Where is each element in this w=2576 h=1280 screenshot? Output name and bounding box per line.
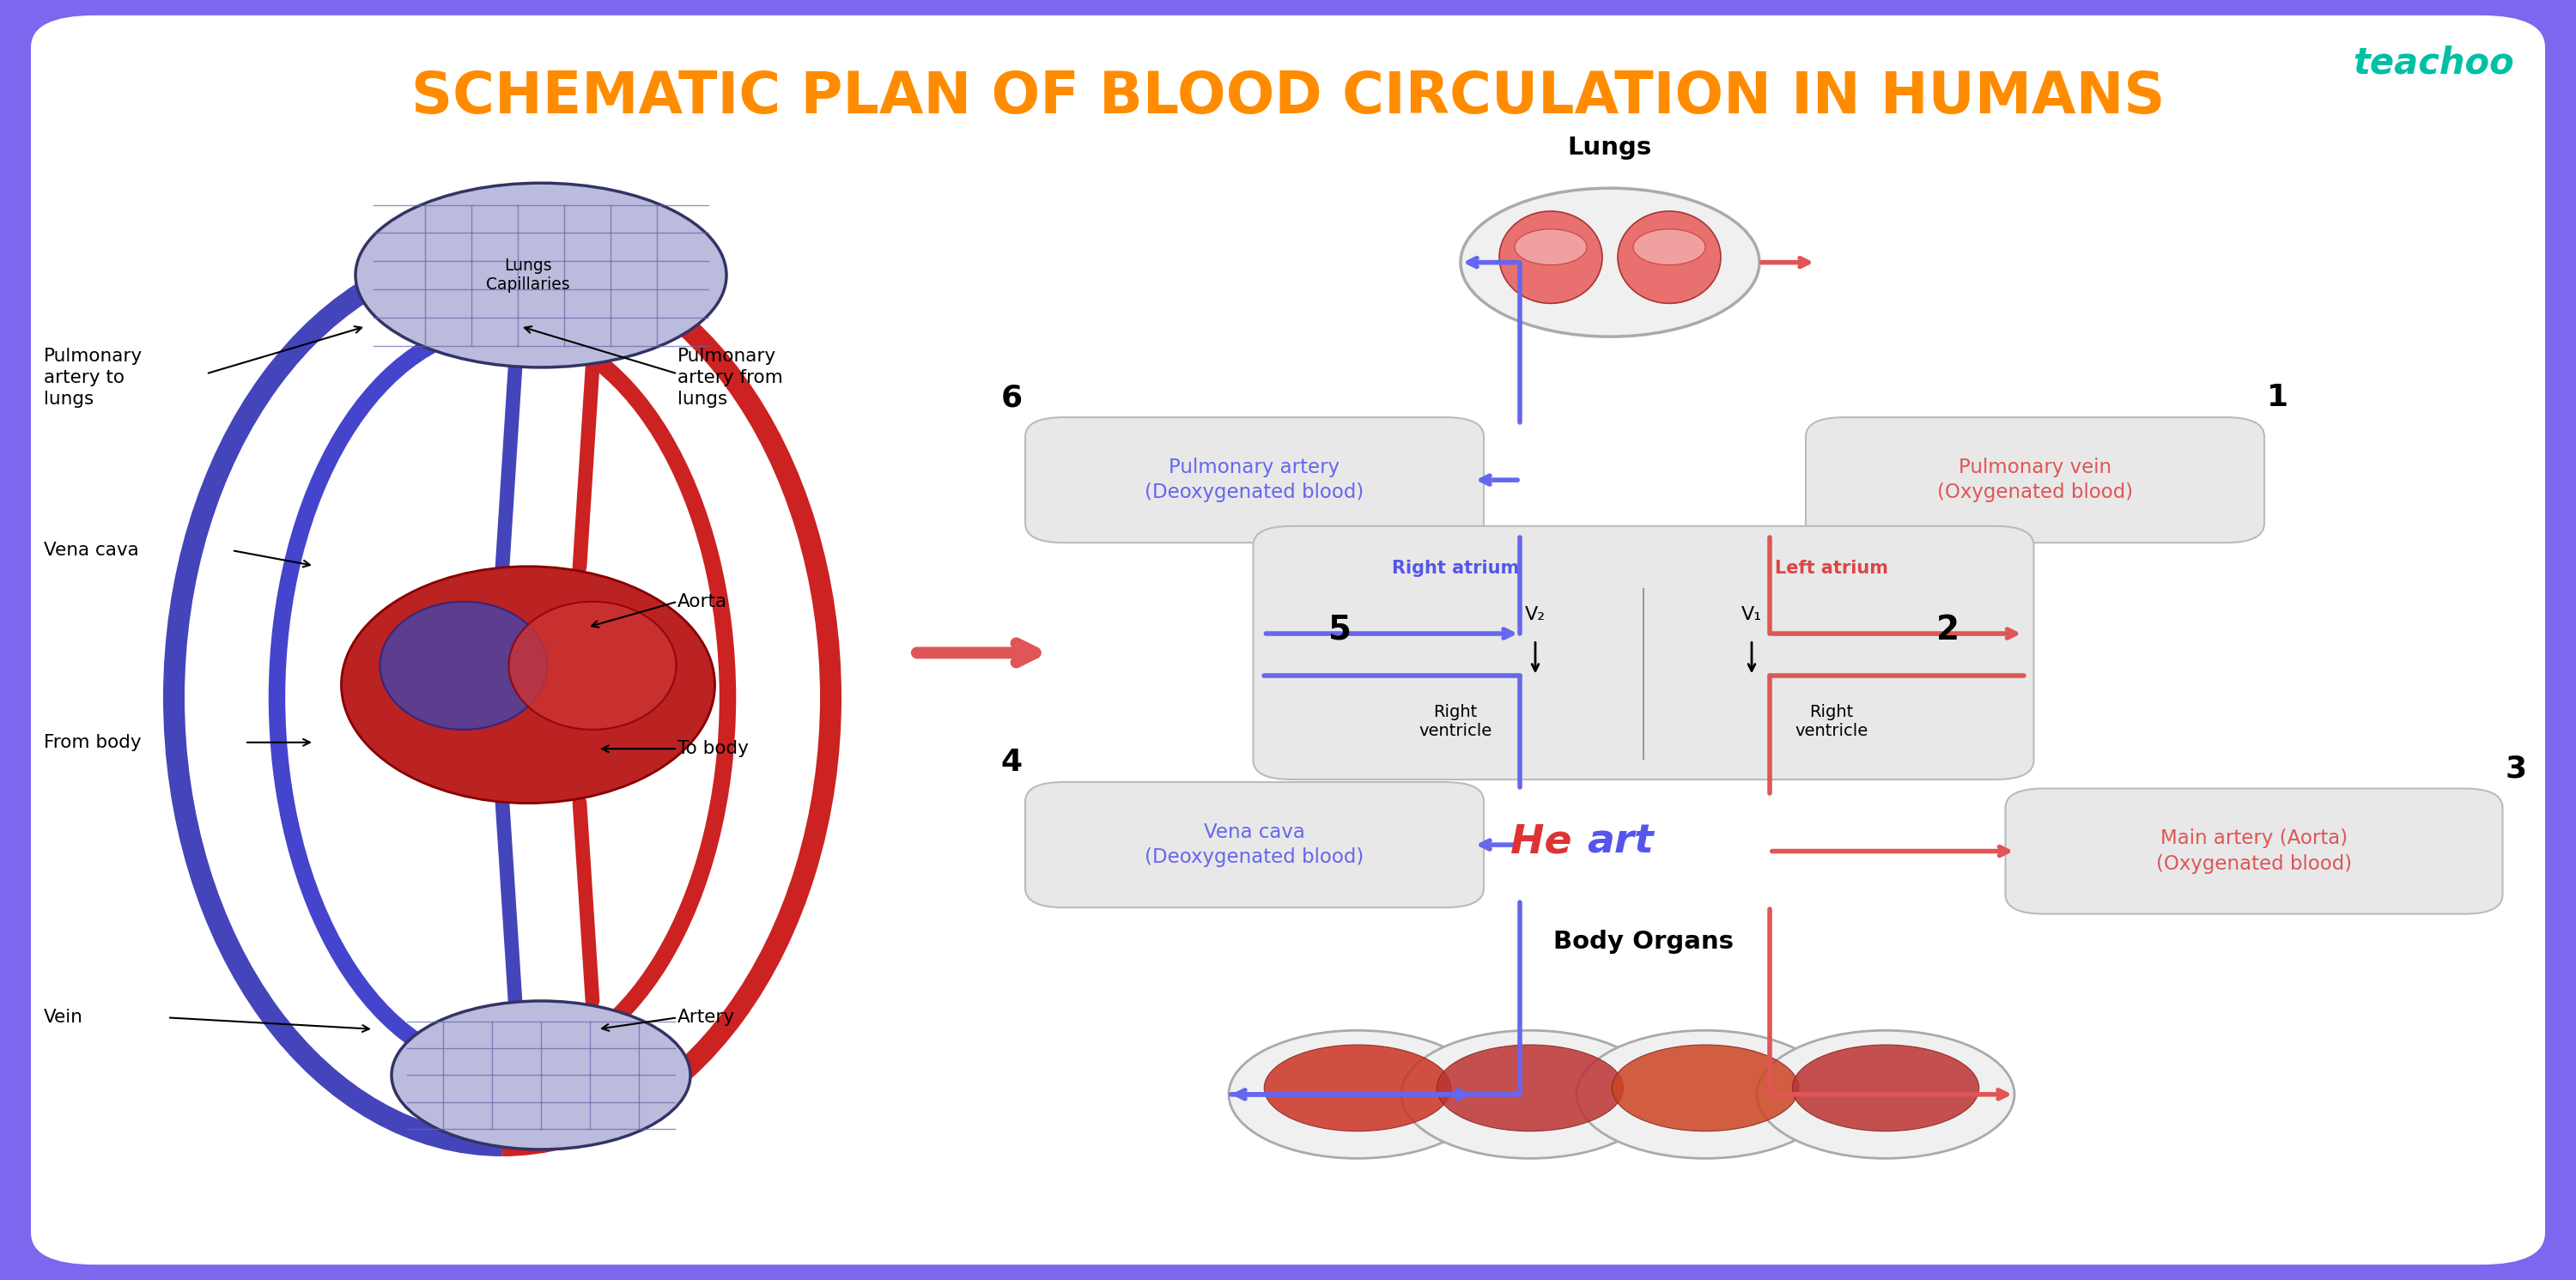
Text: To body: To body bbox=[677, 740, 750, 758]
Text: Aorta: Aorta bbox=[677, 593, 726, 611]
Text: Vein: Vein bbox=[44, 1009, 82, 1027]
Ellipse shape bbox=[340, 566, 714, 804]
Text: Pulmonary
artery from
lungs: Pulmonary artery from lungs bbox=[677, 348, 783, 407]
FancyBboxPatch shape bbox=[1806, 417, 2264, 543]
Circle shape bbox=[1515, 229, 1587, 265]
Text: Main artery (Aorta)
(Oxygenated blood): Main artery (Aorta) (Oxygenated blood) bbox=[2156, 828, 2352, 874]
Text: 6: 6 bbox=[1002, 383, 1023, 412]
Text: 4: 4 bbox=[1002, 748, 1023, 777]
Circle shape bbox=[392, 1001, 690, 1149]
Text: Right atrium: Right atrium bbox=[1391, 559, 1520, 576]
Text: Right
ventricle: Right ventricle bbox=[1419, 704, 1492, 739]
Text: Vena cava
(Deoxygenated blood): Vena cava (Deoxygenated blood) bbox=[1144, 822, 1365, 868]
Text: Right
ventricle: Right ventricle bbox=[1795, 704, 1868, 739]
Ellipse shape bbox=[1613, 1044, 1798, 1132]
Text: 5: 5 bbox=[1329, 613, 1350, 646]
Text: Artery: Artery bbox=[677, 1009, 734, 1027]
Text: V₁: V₁ bbox=[1741, 605, 1762, 623]
FancyBboxPatch shape bbox=[1255, 526, 2035, 780]
Ellipse shape bbox=[1793, 1044, 1978, 1132]
Text: From body: From body bbox=[44, 733, 142, 751]
Text: Pulmonary artery
(Deoxygenated blood): Pulmonary artery (Deoxygenated blood) bbox=[1144, 457, 1365, 503]
Text: 1: 1 bbox=[2267, 383, 2287, 412]
Ellipse shape bbox=[1265, 1044, 1450, 1132]
Text: teachoo: teachoo bbox=[2352, 45, 2514, 81]
Circle shape bbox=[1229, 1030, 1486, 1158]
FancyBboxPatch shape bbox=[1025, 417, 1484, 543]
Text: 3: 3 bbox=[2504, 754, 2527, 783]
Circle shape bbox=[1757, 1030, 2014, 1158]
Text: Body Organs: Body Organs bbox=[1553, 929, 1734, 954]
Text: V₂: V₂ bbox=[1525, 605, 1546, 623]
Ellipse shape bbox=[1618, 211, 1721, 303]
Circle shape bbox=[1577, 1030, 1834, 1158]
FancyBboxPatch shape bbox=[2004, 788, 2501, 914]
Circle shape bbox=[1401, 1030, 1659, 1158]
Text: Lungs: Lungs bbox=[1569, 136, 1651, 160]
Text: Left atrium: Left atrium bbox=[1775, 559, 1888, 576]
Text: Pulmonary vein
(Oxygenated blood): Pulmonary vein (Oxygenated blood) bbox=[1937, 457, 2133, 503]
Text: Vena cava: Vena cava bbox=[44, 541, 139, 559]
FancyBboxPatch shape bbox=[31, 15, 2545, 1265]
Circle shape bbox=[1461, 188, 1759, 337]
Text: SCHEMATIC PLAN OF BLOOD CIRCULATION IN HUMANS: SCHEMATIC PLAN OF BLOOD CIRCULATION IN H… bbox=[412, 69, 2164, 125]
Ellipse shape bbox=[507, 602, 675, 730]
Text: 2: 2 bbox=[1935, 613, 1960, 646]
Circle shape bbox=[1633, 229, 1705, 265]
Text: Pulmonary
artery to
lungs: Pulmonary artery to lungs bbox=[44, 348, 142, 407]
Text: art: art bbox=[1587, 823, 1654, 861]
Ellipse shape bbox=[1499, 211, 1602, 303]
FancyBboxPatch shape bbox=[1025, 782, 1484, 908]
Text: Lungs
Capillaries: Lungs Capillaries bbox=[487, 257, 569, 293]
Ellipse shape bbox=[1437, 1044, 1623, 1132]
Text: He: He bbox=[1510, 823, 1571, 861]
Ellipse shape bbox=[381, 602, 549, 730]
Circle shape bbox=[355, 183, 726, 367]
